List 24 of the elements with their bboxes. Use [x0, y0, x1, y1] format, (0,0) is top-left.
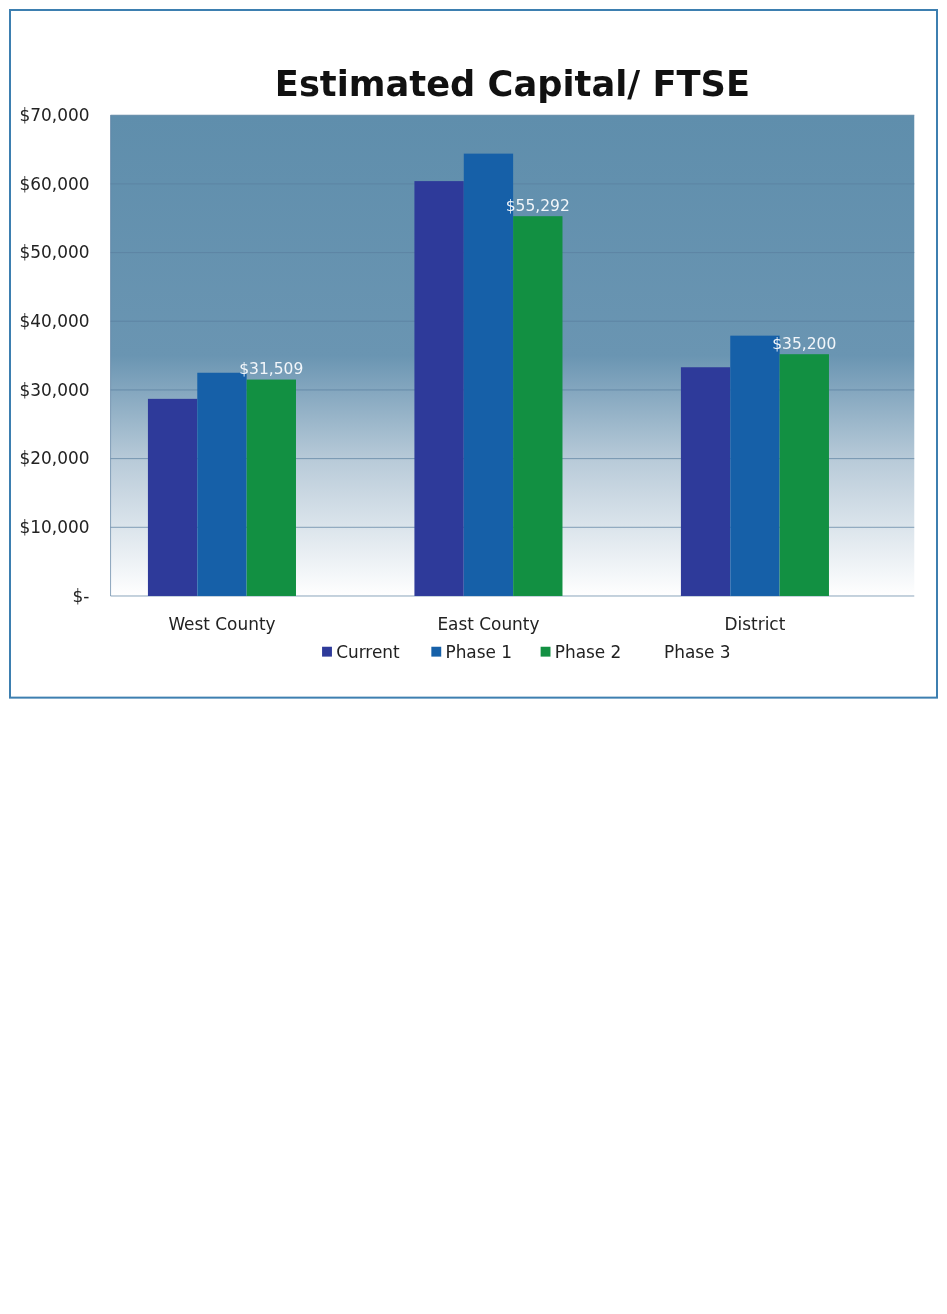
- legend-label: Phase 2: [554, 642, 622, 663]
- y-tick-label: $40,000: [19, 310, 90, 331]
- text: Phase 3: [663, 642, 731, 663]
- x-tick-label: West County: [168, 613, 276, 634]
- y-tick-label: $70,000: [19, 104, 90, 125]
- x-tick-label: East County: [437, 613, 540, 634]
- data-label: $31,509: [239, 359, 304, 378]
- x-tick-label: District: [724, 613, 786, 634]
- y-tick-label: $10,000: [19, 516, 90, 537]
- data-label: $55,292: [505, 196, 570, 215]
- bar: [147, 398, 198, 596]
- chart-title: Estimated Capital/ FTSE: [274, 63, 751, 105]
- y-tick-label: $-: [72, 585, 90, 606]
- y-tick-label: $50,000: [19, 242, 90, 263]
- y-tick-label: $60,000: [19, 173, 90, 194]
- y-tick-label: $20,000: [19, 448, 90, 469]
- bar: [779, 354, 829, 596]
- bar: [246, 379, 296, 596]
- legend-label: Current: [336, 642, 401, 663]
- bar: [414, 181, 464, 596]
- y-tick-label: $30,000: [19, 379, 90, 400]
- bar: [680, 367, 731, 596]
- legend-label: Phase 1: [445, 642, 513, 663]
- bar: [513, 216, 563, 596]
